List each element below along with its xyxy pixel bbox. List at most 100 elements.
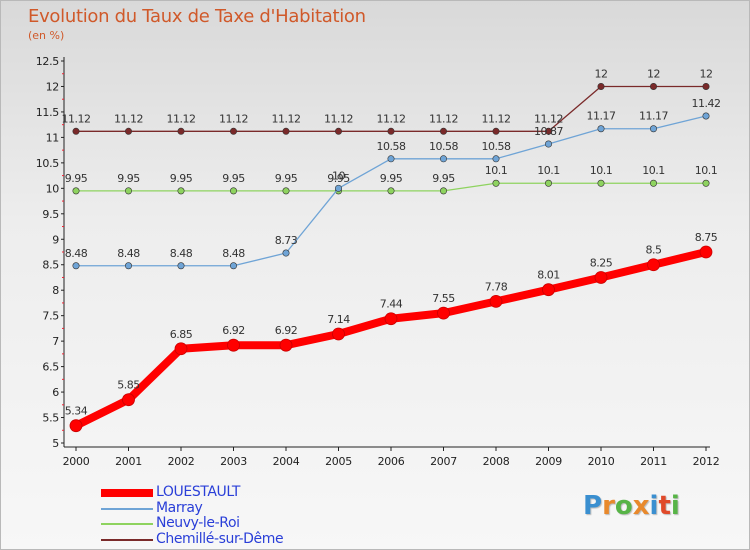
y-tick-label: 5 [52, 437, 59, 450]
data-point [230, 127, 238, 135]
data-label: 7.44 [380, 298, 403, 311]
data-label: 11.12 [482, 112, 511, 125]
y-tick-label: 8.5 [42, 259, 59, 272]
data-label: 12 [647, 67, 660, 80]
data-label: 10.87 [534, 125, 563, 138]
data-point [544, 140, 552, 148]
data-point [544, 127, 552, 135]
logo-letter: P [583, 491, 603, 521]
data-point [702, 82, 710, 90]
logo-letter: o [614, 491, 633, 521]
data-label: 8.25 [590, 256, 613, 269]
data-point [492, 179, 500, 187]
data-point [702, 112, 710, 120]
data-point [282, 127, 290, 135]
data-point [649, 179, 657, 187]
data-label: 8.01 [537, 269, 560, 282]
x-tick-label: 2005 [325, 455, 352, 468]
y-tick-label: 6.5 [42, 361, 59, 374]
y-tick-label: 5.5 [42, 412, 59, 425]
x-tick-label: 2007 [430, 455, 457, 468]
data-label: 9.95 [432, 172, 455, 185]
x-tick-label: 2000 [63, 455, 90, 468]
data-label: 5.85 [117, 379, 140, 392]
data-point [387, 127, 395, 135]
data-label: 10.58 [482, 140, 511, 153]
data-label: 6.92 [275, 324, 298, 337]
data-label: 5.34 [65, 405, 88, 418]
data-label: 11.12 [272, 112, 301, 125]
x-tick-label: 2009 [535, 455, 562, 468]
data-point [544, 179, 552, 187]
data-label: 9.95 [275, 172, 298, 185]
data-label: 12 [595, 67, 608, 80]
y-tick-label: 6 [52, 386, 59, 399]
data-label: 10.58 [377, 140, 406, 153]
proxiti-logo: Proxiti [583, 491, 680, 521]
data-label: 8.75 [695, 231, 718, 244]
data-label: 8.48 [65, 247, 88, 260]
data-label: 7.14 [327, 313, 350, 326]
data-label: 10.1 [642, 164, 665, 177]
data-label: 9.95 [117, 172, 140, 185]
data-point [69, 419, 83, 433]
y-tick-label: 7 [52, 335, 59, 348]
data-label: 8.73 [275, 234, 298, 247]
data-label: 9.95 [380, 172, 403, 185]
data-point [699, 245, 713, 259]
data-label: 11.17 [639, 110, 668, 123]
data-point [125, 187, 133, 195]
data-point [125, 262, 133, 270]
chart-subtitle: (en %) [28, 29, 65, 42]
data-label: 9.95 [222, 172, 245, 185]
y-tick-label: 7.5 [42, 310, 59, 323]
data-label: 8.48 [170, 247, 193, 260]
data-point [174, 342, 188, 356]
data-point [647, 258, 660, 272]
data-point [177, 262, 185, 270]
data-point [439, 127, 447, 135]
logo-letter: r [602, 491, 615, 521]
data-point [597, 82, 605, 90]
data-point [542, 283, 555, 297]
x-tick-label: 2012 [693, 455, 720, 468]
data-label: 11.42 [692, 97, 721, 110]
data-label: 8.48 [117, 247, 140, 260]
data-label: 10.58 [429, 140, 458, 153]
data-point [227, 338, 240, 352]
data-point [702, 179, 710, 187]
y-tick-label: 8 [52, 284, 59, 297]
data-label: 11.12 [62, 112, 91, 125]
x-tick-label: 2001 [115, 455, 142, 468]
data-point [279, 338, 293, 352]
data-point [649, 125, 657, 133]
x-tick-label: 2010 [588, 455, 615, 468]
data-point [72, 262, 80, 270]
data-point [332, 327, 345, 341]
legend-swatch [101, 507, 153, 510]
data-label: 6.92 [222, 324, 245, 337]
data-point [230, 187, 238, 195]
legend-label: LOUESTAULT [156, 484, 241, 500]
x-tick-label: 2002 [168, 455, 195, 468]
data-point [387, 155, 395, 163]
y-tick-label: 10 [46, 182, 60, 195]
chart-title: Evolution du Taux de Taxe d'Habitation [28, 6, 366, 27]
data-point [597, 179, 605, 187]
logo-letter: i [649, 491, 659, 521]
data-point [177, 187, 185, 195]
data-point [334, 184, 342, 192]
data-point [649, 82, 657, 90]
data-point [72, 127, 80, 135]
x-tick-label: 2011 [640, 455, 667, 468]
x-tick-label: 2003 [220, 455, 247, 468]
data-point [594, 271, 608, 284]
data-label: 9.95 [170, 172, 193, 185]
data-label: 7.55 [432, 292, 455, 305]
data-label: 10.1 [537, 164, 560, 177]
data-label: 12 [700, 67, 713, 80]
data-label: 8.5 [646, 244, 662, 257]
data-point [387, 187, 395, 195]
legend-swatch [101, 489, 153, 497]
